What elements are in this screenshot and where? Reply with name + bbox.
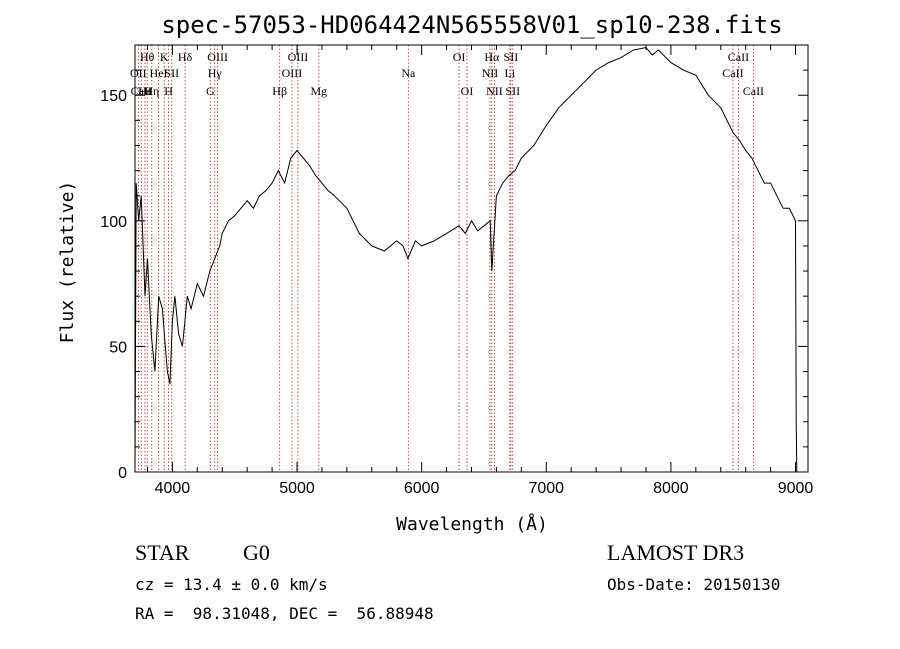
spectral-line-label: Hε: [138, 84, 152, 98]
spectral-line-label: SII: [164, 66, 179, 80]
survey-name: LAMOST DR3: [607, 540, 745, 565]
y-tick-label: 150: [100, 88, 127, 105]
spectral-line-label: H: [164, 84, 173, 98]
object-subclass: G0: [243, 540, 270, 565]
spectral-lines-layer: [137, 45, 754, 472]
spectral-line-label: CaII: [728, 50, 749, 64]
spectral-line-label: Hα: [484, 50, 500, 64]
axis-ticks-layer: 4000 5000 6000 7000 8000 9000 0 50 100 150: [100, 45, 813, 497]
spectral-line-label: OII: [130, 66, 147, 80]
spectral-line-label: Hβ: [272, 84, 287, 98]
spectral-line-label: HeI: [150, 66, 168, 80]
spectral-line-label: Hθ: [140, 50, 155, 64]
spectral-line-label: CaII: [743, 84, 764, 98]
spectral-line-label: SII: [504, 50, 519, 64]
spectral-line-label: Mg: [310, 84, 327, 98]
spectral-line-label: Hδ: [178, 50, 193, 64]
observation-date: Obs-Date: 20150130: [607, 575, 781, 594]
spectral-line-label: SII: [505, 84, 520, 98]
spectral-line-label: OI: [461, 84, 474, 98]
y-tick-label: 0: [118, 465, 127, 482]
spectral-line-label: CaII: [131, 84, 152, 98]
plot-frame: [134, 44, 809, 473]
spectral-line-label: Hγ: [208, 66, 223, 80]
flux-series-line: [134, 46, 798, 473]
spectral-line-label: OIII: [282, 66, 303, 80]
x-tick-label: 9000: [778, 480, 814, 497]
x-tick-label: 7000: [528, 480, 564, 497]
spectral-line-label: NII: [486, 84, 503, 98]
redshift-text: cz = 13.4 ± 0.0 km/s: [135, 575, 328, 594]
y-tick-label: 50: [109, 339, 127, 356]
y-tick-label: 100: [100, 214, 127, 231]
x-tick-label: 4000: [155, 480, 191, 497]
spectral-line-label: Li: [505, 66, 516, 80]
x-tick-label: 5000: [279, 480, 315, 497]
spectral-line-label: OIII: [288, 50, 309, 64]
x-tick-label: 8000: [653, 480, 689, 497]
y-axis-label: Flux (relative): [57, 181, 78, 344]
coordinates-text: RA = 98.31048, DEC = 56.88948: [135, 604, 434, 623]
spectral-line-label: Hη: [144, 84, 159, 98]
x-tick-label: 6000: [404, 480, 440, 497]
spectral-line-label: K: [160, 50, 169, 64]
x-axis-label: Wavelength (Å): [396, 513, 548, 535]
object-class: STAR: [135, 540, 190, 565]
spectral-line-label: CaII: [722, 66, 743, 80]
chart-title: spec-57053-HD064424N565558V01_sp10-238.f…: [161, 11, 782, 39]
spectral-line-label: G: [206, 84, 215, 98]
spectral-line-label: OIII: [207, 50, 228, 64]
spectral-line-label: NII: [482, 66, 499, 80]
spectral-line-label: Na: [401, 66, 416, 80]
spectral-line-label: OI: [453, 50, 466, 64]
